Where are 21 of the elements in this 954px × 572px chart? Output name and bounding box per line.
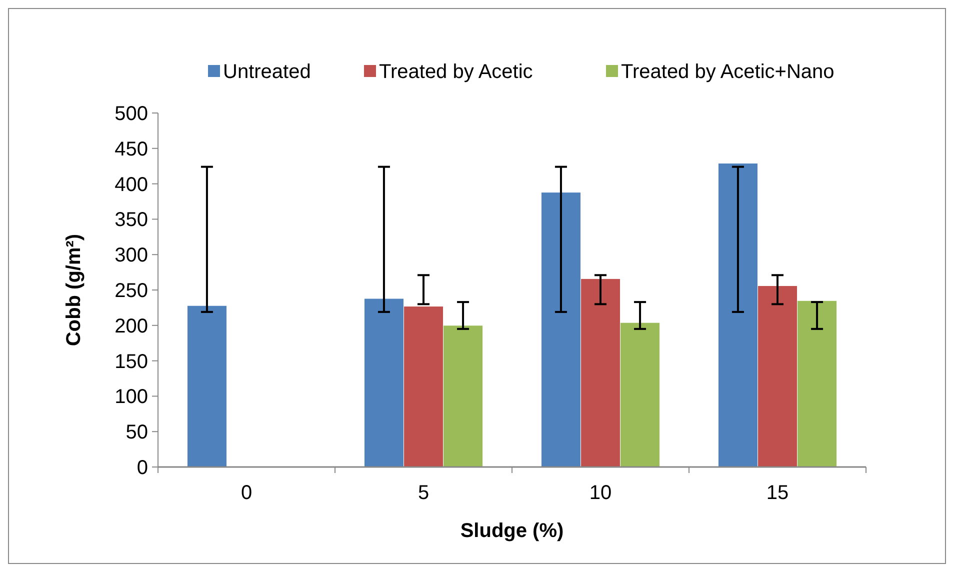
y-tick-label: 150 — [114, 350, 148, 373]
y-tick-label: 250 — [114, 280, 148, 302]
legend-label: Untreated — [223, 61, 311, 83]
y-tick-label: 500 — [114, 103, 148, 125]
y-axis-title: Cobb (g/m²) — [63, 234, 85, 346]
y-tick-label: 100 — [114, 386, 148, 408]
legend-label: Treated by Acetic+Nano — [621, 61, 834, 83]
x-tick-label: 15 — [766, 482, 789, 504]
x-tick-label: 5 — [418, 482, 430, 504]
y-tick-label: 0 — [136, 457, 148, 479]
legend-label: Treated by Acetic — [379, 61, 533, 83]
x-tick-label: 0 — [240, 482, 252, 504]
bar — [186, 305, 227, 468]
y-tick-label: 400 — [114, 174, 148, 196]
x-axis-title: Sludge (%) — [460, 520, 564, 542]
y-tick-label: 300 — [114, 244, 148, 267]
y-tick-label: 50 — [126, 422, 148, 444]
x-tick-label: 10 — [589, 482, 612, 504]
y-tick-label: 350 — [114, 209, 148, 232]
y-tick-label: 200 — [114, 315, 148, 338]
y-tick-label: 450 — [114, 138, 148, 160]
